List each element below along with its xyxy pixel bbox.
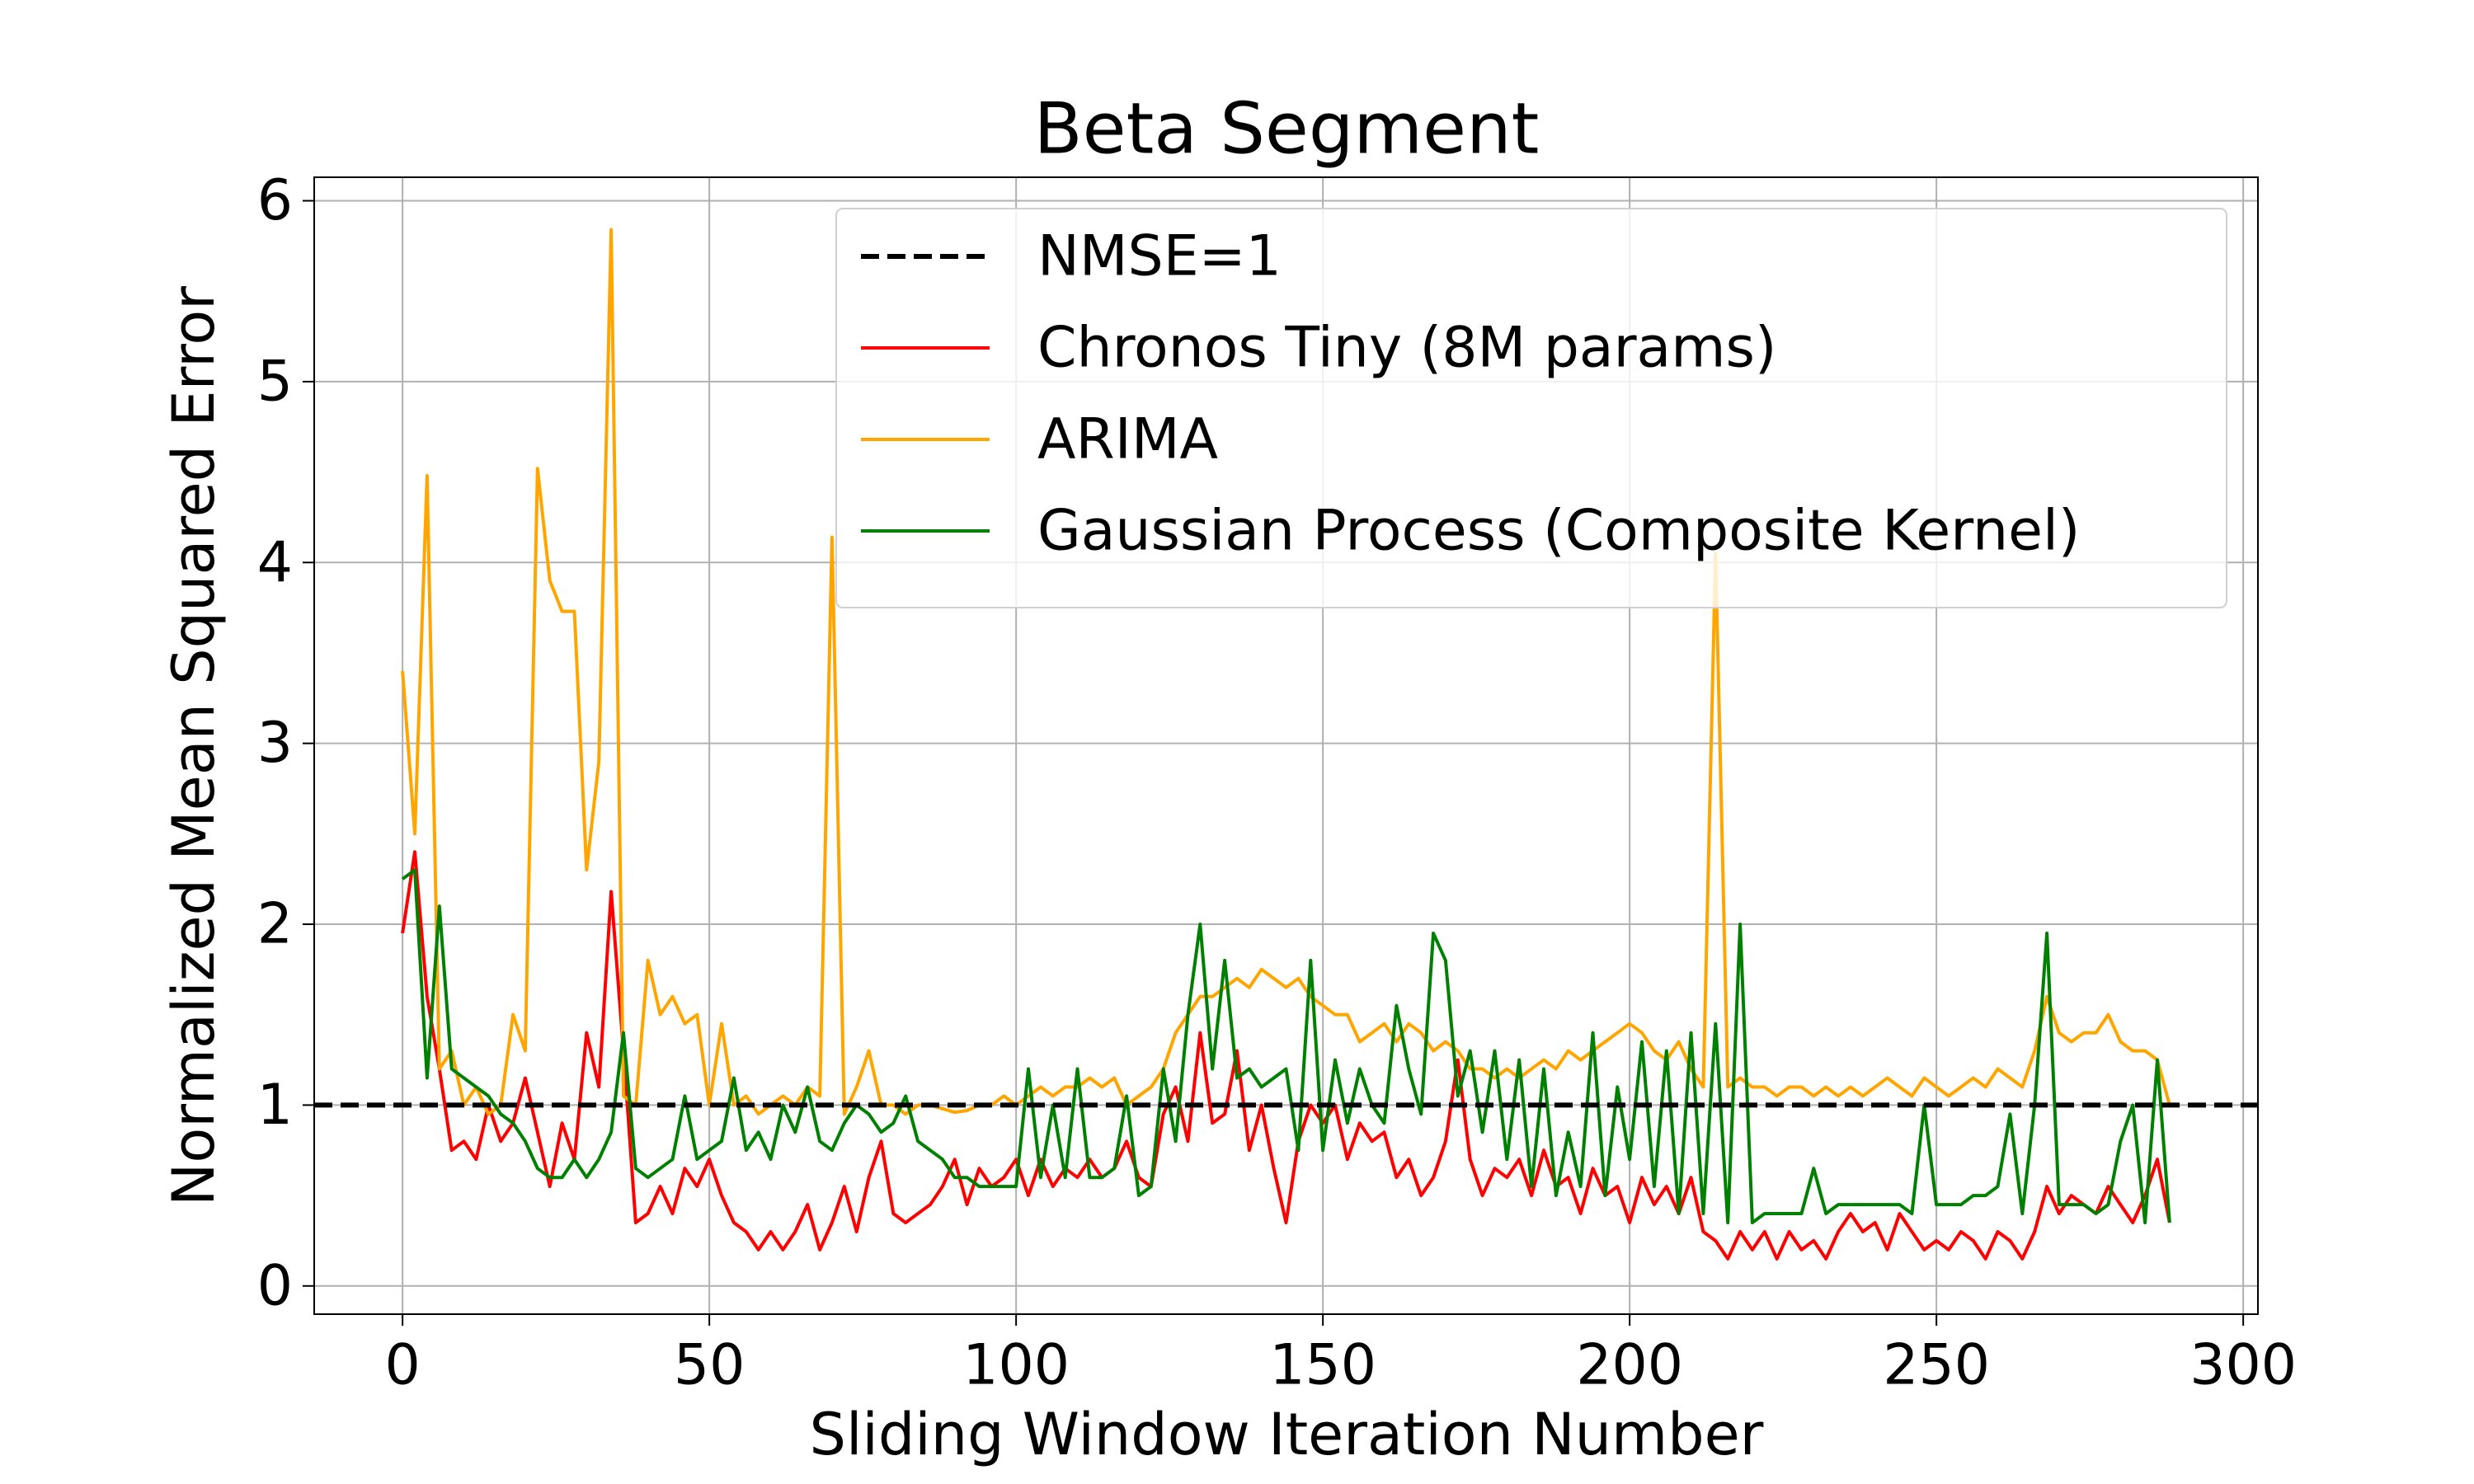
y-tick-label: 3 — [257, 711, 293, 776]
y-tick-label: 0 — [257, 1253, 293, 1318]
x-tick-label: 100 — [962, 1333, 1070, 1398]
legend-label: Gaussian Process (Composite Kernel) — [1037, 499, 2080, 564]
data-line — [401, 868, 2171, 1224]
x-tick-label: 50 — [674, 1333, 745, 1398]
x-tick-label: 300 — [2189, 1333, 2297, 1398]
chart-title: Beta Segment — [1034, 87, 1540, 170]
x-axis-label: Sliding Window Iteration Number — [810, 1401, 1764, 1468]
legend-box — [835, 208, 2227, 608]
y-tick-label: 1 — [257, 1073, 293, 1138]
y-tick-label: 2 — [257, 892, 293, 957]
x-tick-label: 0 — [385, 1333, 421, 1398]
y-tick-label: 5 — [257, 349, 293, 414]
y-tick-label: 6 — [257, 168, 293, 233]
x-tick-label: 150 — [1269, 1333, 1376, 1398]
legend-label: NMSE=1 — [1037, 224, 1282, 289]
y-tick-label: 4 — [257, 530, 293, 595]
plot-frame — [313, 176, 2259, 1315]
data-line — [401, 850, 2171, 1261]
legend-label: Chronos Tiny (8M params) — [1037, 316, 1776, 381]
data-line — [401, 228, 2171, 1116]
x-tick-label: 200 — [1576, 1333, 1683, 1398]
legend-label: ARIMA — [1037, 407, 1218, 472]
y-axis-label: Normalized Mean Squared Error — [160, 286, 228, 1206]
x-tick-label: 250 — [1883, 1333, 1990, 1398]
